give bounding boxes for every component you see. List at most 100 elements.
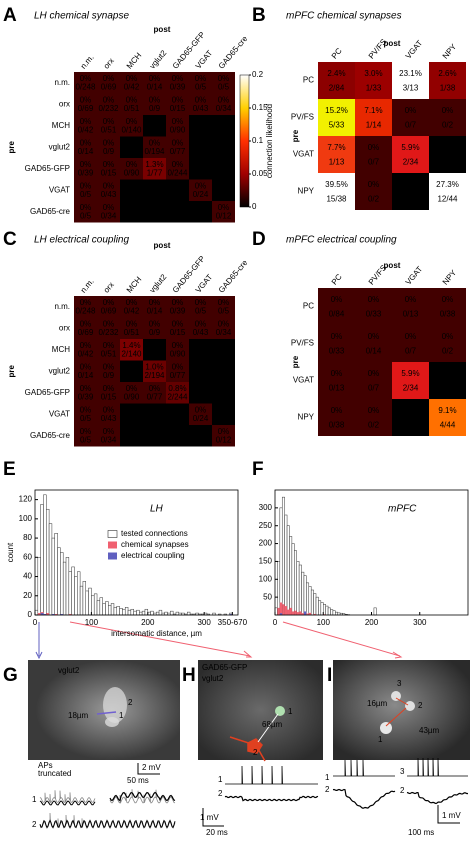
cell-percent: 0% (126, 384, 138, 393)
matrix-cell (143, 425, 166, 447)
cell-count: 0/244 (167, 169, 188, 178)
matrix-cell (74, 72, 97, 94)
cell-count: 0/69 (101, 83, 117, 92)
cell-percent: 0% (218, 203, 230, 212)
row-label: VGAT (293, 150, 314, 159)
cell-count: 0/51 (101, 350, 117, 359)
column-label: PC (330, 272, 344, 286)
cell-count: 0/43 (193, 104, 209, 113)
tested-bar (57, 547, 61, 616)
cell-count: 0/7 (405, 121, 417, 130)
row-label: NPY (298, 413, 315, 422)
cell-count: 0/5 (218, 83, 230, 92)
trace-note: APs (38, 761, 53, 770)
scale-bar (437, 805, 460, 824)
cell-percent: 0% (195, 95, 207, 104)
matrix-cell (189, 93, 212, 115)
arrow (282, 621, 401, 657)
panel-title: mPFC electrical coupling (286, 235, 397, 246)
column-label: vglut2 (148, 272, 169, 295)
matrix-cell (143, 201, 166, 223)
trace-number: 2 (32, 820, 37, 829)
matrix-cell (97, 136, 120, 158)
cell-count: 1/13 (329, 158, 345, 167)
tested-bar (175, 611, 180, 616)
tested-bar (46, 508, 50, 616)
matrix-cell (189, 403, 212, 425)
matrix-cell (166, 317, 189, 339)
cell-percent: 0% (195, 181, 207, 190)
matrix-cell (74, 382, 97, 404)
tested-bar (82, 581, 87, 616)
cell-percent: 0.8% (168, 384, 186, 393)
matrix-cell (212, 136, 235, 158)
matrix-cell (74, 296, 97, 318)
cell-percent: 0% (195, 74, 207, 83)
electrical-bar (40, 613, 44, 615)
cell-percent: 0% (368, 369, 380, 378)
y-tick-label: 150 (259, 557, 273, 566)
scale-bar (202, 808, 224, 827)
trace-number: 2 (218, 789, 223, 798)
cell-percent: 0% (80, 319, 92, 328)
panel-letter: A (3, 5, 17, 26)
cell-count: 12/44 (437, 195, 458, 204)
chemical-bar (46, 613, 50, 615)
colorbar (239, 74, 250, 208)
matrix-cell (120, 296, 143, 318)
x-tick-label: 300 (197, 618, 211, 627)
cell-percent: 1.3% (145, 160, 163, 169)
matrix-cell (143, 296, 166, 318)
row-label: GAD65-GFP (25, 164, 70, 173)
tested-bar (124, 607, 129, 616)
tested-bar (122, 608, 126, 616)
scale-mv: 1 mV (200, 813, 219, 822)
chemical-bar (282, 604, 285, 615)
matrix-cell (120, 360, 143, 382)
cell-percent: 0% (368, 143, 380, 152)
matrix-cell (97, 403, 120, 425)
matrix-cell (97, 339, 120, 361)
column-label: MCH (125, 51, 144, 71)
cell-count: 0/43 (101, 414, 117, 423)
matrix-cell (120, 339, 143, 361)
tested-bar (130, 608, 134, 616)
cell-percent: 2.6% (438, 69, 456, 78)
tested-bar (113, 607, 118, 616)
cell-count: 0/9 (149, 104, 161, 113)
matrix-cell (97, 317, 120, 339)
matrix-cell (120, 201, 143, 223)
cell-percent: 0% (103, 117, 115, 126)
cell-type: vglut2 (58, 666, 80, 675)
tested-bar (77, 571, 81, 616)
matrix-cell (429, 399, 466, 436)
tested-bar (93, 593, 98, 616)
cell-count: 0/24 (193, 190, 209, 199)
cell-count: 0/14 (366, 347, 382, 356)
column-label: NPY (441, 268, 459, 287)
micrograph-i (333, 660, 470, 760)
cell-count: 2/194 (144, 371, 165, 380)
matrix-cell (97, 201, 120, 223)
matrix-cell (74, 425, 97, 447)
matrix-cell (212, 360, 235, 382)
trace (225, 765, 318, 785)
cell-percent: 7.1% (364, 106, 382, 115)
row-label: MCH (52, 345, 70, 354)
y-tick-label: 250 (259, 521, 273, 530)
row-label: PC (303, 76, 314, 85)
cell-count: 0/15 (170, 328, 186, 337)
cell-count: 0/34 (101, 436, 117, 445)
tested-bar (306, 582, 310, 616)
cell-percent: 0% (218, 74, 230, 83)
electrical-bar (43, 614, 47, 615)
matrix-cell (189, 201, 212, 223)
cell-blob (391, 691, 401, 701)
tested-bar (71, 566, 75, 616)
matrix-cell (120, 93, 143, 115)
cell-percent: 0% (80, 95, 92, 104)
axis-label-post: post (154, 25, 171, 34)
tested-bar (281, 496, 285, 616)
cell-percent: 0% (80, 117, 92, 126)
tested-bar (79, 585, 84, 616)
